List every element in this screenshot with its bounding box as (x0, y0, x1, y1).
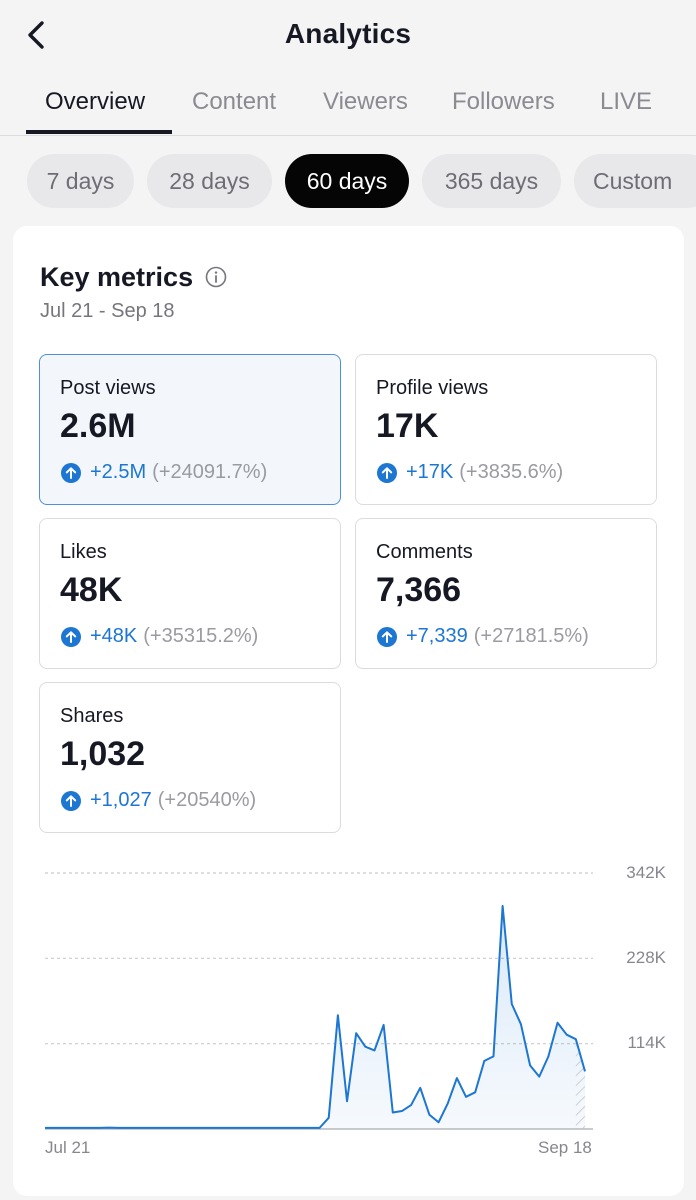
date-range-selector: 7 days 28 days 60 days 365 days Custom (0, 154, 696, 210)
chip-28-days[interactable]: 28 days (147, 154, 272, 208)
metric-value: 48K (60, 571, 123, 609)
change-percent: (+35315.2%) (143, 625, 259, 647)
change-absolute: +1,027 (90, 789, 152, 811)
metric-change: +17K (+3835.6%) (376, 461, 563, 484)
chip-60-days[interactable]: 60 days (285, 154, 409, 208)
change-absolute: +2.5M (90, 461, 147, 483)
arrow-up-circle-icon (377, 462, 397, 483)
y-tick-label: 342K (626, 863, 666, 882)
tab-overview[interactable]: Overview (45, 88, 146, 115)
tab-bar: Overview Content Viewers Followers LIVE (0, 72, 696, 136)
metric-label: Profile views (376, 377, 489, 399)
info-icon[interactable] (205, 266, 227, 288)
y-tick-label: 228K (626, 948, 666, 967)
change-percent: (+20540%) (157, 789, 257, 811)
x-tick-label-start: Jul 21 (45, 1138, 91, 1157)
change-absolute: +48K (90, 625, 138, 647)
tab-live[interactable]: LIVE (600, 88, 653, 115)
chevron-left-icon[interactable] (22, 18, 52, 52)
series-area (45, 905, 585, 1129)
metric-card-shares[interactable]: Shares 1,032 +1,027 (+20540%) (39, 682, 341, 833)
metric-value: 17K (376, 407, 439, 445)
metric-card-profile-views[interactable]: Profile views 17K +17K (+3835.6%) (355, 354, 657, 505)
arrow-up-circle-icon (61, 790, 81, 811)
metric-card-comments[interactable]: Comments 7,366 +7,339 (+27181.5%) (355, 518, 657, 669)
arrow-up-circle-icon (61, 626, 81, 647)
metric-label: Post views (60, 377, 156, 399)
tab-viewers[interactable]: Viewers (323, 88, 408, 115)
chip-7-days[interactable]: 7 days (27, 154, 134, 208)
metric-change: +1,027 (+20540%) (60, 789, 256, 812)
y-tick-label: 114K (627, 1033, 666, 1052)
metric-value: 1,032 (60, 735, 146, 773)
key-metrics-title: Key metrics (40, 262, 194, 292)
page-title: Analytics (284, 18, 412, 49)
change-absolute: +7,339 (406, 625, 468, 647)
active-tab-indicator (26, 130, 172, 134)
metric-value: 7,366 (376, 571, 462, 609)
date-range-label: Jul 21 - Sep 18 (40, 300, 175, 322)
metric-change: +7,339 (+27181.5%) (376, 625, 589, 648)
key-metrics-card: Key metrics Jul 21 - Sep 18 Post views 2… (13, 226, 684, 1196)
change-percent: (+27181.5%) (473, 625, 589, 647)
chip-custom[interactable]: Custom (574, 154, 696, 208)
arrow-up-circle-icon (61, 462, 81, 483)
change-absolute: +17K (406, 461, 454, 483)
tab-content[interactable]: Content (192, 88, 277, 115)
series-line-post-views (45, 904, 586, 1129)
chart-svg (45, 872, 593, 1130)
metric-change: +48K (+35315.2%) (60, 625, 258, 648)
metric-change: +2.5M (+24091.7%) (60, 461, 267, 484)
tab-followers[interactable]: Followers (452, 88, 555, 115)
metric-label: Shares (60, 705, 124, 727)
top-bar: Analytics (0, 0, 696, 70)
chip-365-days[interactable]: 365 days (422, 154, 561, 208)
change-percent: (+24091.7%) (152, 461, 268, 483)
arrow-up-circle-icon (377, 626, 397, 647)
metric-label: Comments (376, 541, 473, 563)
post-views-chart[interactable]: 342K 228K 114K Jul 21 Sep 18 (13, 846, 684, 1196)
x-tick-label-end: Sep 18 (538, 1138, 592, 1157)
metric-label: Likes (60, 541, 107, 563)
projected-area (575, 1039, 585, 1129)
metric-value: 2.6M (60, 407, 136, 445)
metric-card-likes[interactable]: Likes 48K +48K (+35315.2%) (39, 518, 341, 669)
change-percent: (+3835.6%) (459, 461, 564, 483)
metric-card-post-views[interactable]: Post views 2.6M +2.5M (+24091.7%) (39, 354, 341, 505)
